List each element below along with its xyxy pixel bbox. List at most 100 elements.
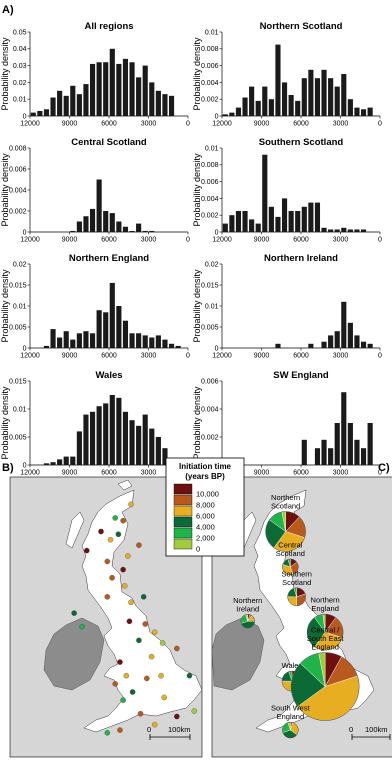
site-marker [142, 621, 148, 627]
histogram-bar [321, 439, 327, 465]
histogram-bar [63, 331, 69, 348]
x-tick-label: 3000 [333, 237, 349, 244]
histogram-grid: All regions Probability density 0 0.01 0.02 0… [0, 21, 382, 488]
y-tick-label: 0.015 [201, 282, 219, 289]
x-tick-label: 6000 [101, 353, 117, 360]
y-tick-label: 0.01 [13, 303, 27, 310]
histogram-bar [116, 397, 122, 465]
region-label: Southern [281, 569, 311, 578]
x-tick-label: 9000 [62, 237, 78, 244]
region-label: England [311, 643, 339, 652]
histogram-bar [308, 202, 314, 232]
histogram-bar [242, 97, 248, 116]
x-tick-label: 9000 [254, 470, 270, 477]
histogram-bar [109, 48, 115, 116]
x-tick-label: 6000 [101, 470, 117, 477]
histogram-bar [63, 95, 69, 116]
site-marker [186, 672, 193, 679]
histogram-bar [275, 216, 281, 232]
scale-c-dist: 100km [365, 725, 388, 734]
site-marker [109, 575, 115, 581]
y-axis-label: Probability density [192, 37, 202, 111]
x-tick-label: 0 [186, 353, 190, 360]
y-tick-label: 0.006 [201, 63, 219, 70]
site-marker [159, 640, 166, 646]
histogram-bar [314, 78, 321, 116]
pie-outline [240, 614, 255, 629]
legend-label: 0 [196, 545, 200, 554]
y-tick-label: 0.02 [13, 261, 27, 268]
y-tick-label: 0.008 [201, 162, 219, 169]
y-tick-label: 0 [215, 113, 219, 120]
histogram-bar [301, 78, 307, 116]
site-marker [112, 681, 118, 687]
histogram-bar [89, 208, 96, 232]
site-marker [107, 536, 114, 543]
histogram-bar [360, 448, 367, 465]
histogram-bar [103, 312, 109, 348]
site-marker [115, 531, 122, 537]
x-tick-label: 12000 [20, 121, 40, 128]
legend-label: 6,000 [196, 512, 215, 521]
histogram-bar [142, 230, 148, 232]
histogram-bar [129, 230, 135, 232]
y-tick-label: 0.004 [201, 196, 219, 203]
site-marker [123, 672, 130, 679]
histogram-bar [76, 221, 82, 232]
histogram-bar [229, 112, 235, 116]
y-tick-label: 0.002 [201, 213, 219, 220]
x-tick-label: 6000 [101, 237, 117, 244]
histogram-bar [168, 343, 175, 348]
panel-label-c: C) [378, 462, 390, 474]
site-marker [98, 528, 104, 535]
histogram-bar [295, 211, 301, 232]
x-tick-label: 3000 [333, 470, 349, 477]
site-marker [151, 721, 158, 728]
y-tick-label: 0.002 [201, 97, 219, 104]
histogram-bar [122, 411, 129, 465]
x-tick-label: 12000 [212, 121, 232, 128]
site-marker [117, 727, 123, 733]
histogram-bar [235, 211, 242, 232]
y-tick-label: 0.006 [9, 166, 27, 173]
x-tick-label: 3000 [333, 121, 349, 128]
y-tick-label: 0.05 [13, 29, 27, 36]
y-axis-label: Probability density [0, 269, 10, 343]
histogram-bar [136, 223, 142, 232]
y-tick-label: 0.005 [9, 324, 27, 331]
x-tick-label: 12000 [20, 237, 40, 244]
x-tick-label: 6000 [293, 237, 309, 244]
histogram-bar [249, 219, 255, 232]
histogram-bar [149, 337, 155, 348]
x-tick-label: 0 [378, 353, 382, 360]
histogram-bar [367, 343, 373, 348]
site-marker [140, 594, 147, 600]
histogram-bar [354, 335, 360, 348]
histogram-bar [314, 448, 321, 465]
histogram-bar [96, 179, 102, 232]
histogram-bar [142, 414, 148, 465]
x-tick-label: 3000 [141, 470, 157, 477]
x-tick-label: 9000 [254, 237, 270, 244]
histogram-bar [341, 227, 347, 232]
x-tick-label: 6000 [101, 121, 117, 128]
site-marker [137, 711, 144, 717]
chart-title: Southern Scotland [259, 137, 344, 148]
site-marker [191, 708, 197, 714]
site-marker [79, 623, 85, 630]
histogram-bar [334, 331, 340, 348]
y-tick-label: 0.015 [9, 378, 27, 385]
histogram-bar [155, 90, 161, 116]
pie-outline [306, 613, 344, 651]
histogram-bar [341, 301, 347, 348]
histogram-bar [109, 395, 115, 465]
region-label: Scotland [282, 578, 311, 587]
histogram-bar [288, 211, 294, 232]
histogram-bar [281, 82, 288, 116]
region-label: Ireland [236, 604, 259, 613]
pie-outline [282, 721, 299, 739]
legend-swatch [173, 538, 193, 550]
